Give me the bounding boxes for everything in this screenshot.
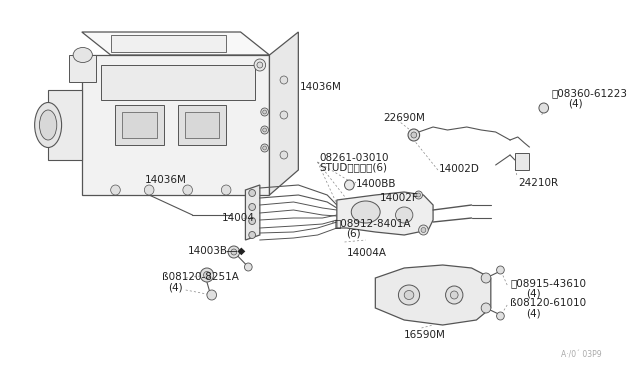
Ellipse shape	[249, 203, 255, 211]
Text: 14004: 14004	[221, 213, 254, 223]
Ellipse shape	[419, 225, 428, 235]
Text: A·/0´ 03P9: A·/0´ 03P9	[561, 351, 602, 360]
Text: (4): (4)	[527, 288, 541, 298]
Ellipse shape	[200, 268, 214, 282]
Text: 14002D: 14002D	[439, 164, 480, 174]
Text: STUDスタッド(6): STUDスタッド(6)	[319, 162, 387, 172]
Ellipse shape	[40, 110, 57, 140]
Ellipse shape	[415, 191, 422, 199]
Polygon shape	[115, 105, 164, 145]
Ellipse shape	[445, 286, 463, 304]
Polygon shape	[101, 65, 255, 100]
Text: Ⓥ08915-43610: Ⓥ08915-43610	[510, 278, 586, 288]
Ellipse shape	[280, 151, 288, 159]
Text: 08261-03010: 08261-03010	[319, 153, 389, 163]
Text: 22690M: 22690M	[383, 113, 425, 123]
Polygon shape	[269, 32, 298, 195]
Polygon shape	[245, 185, 260, 240]
Ellipse shape	[344, 180, 354, 190]
Text: 1400BB: 1400BB	[356, 179, 397, 189]
Polygon shape	[178, 105, 226, 145]
Ellipse shape	[399, 285, 420, 305]
Ellipse shape	[249, 231, 255, 238]
Ellipse shape	[497, 312, 504, 320]
Text: 16590M: 16590M	[404, 330, 446, 340]
Ellipse shape	[263, 110, 267, 114]
Ellipse shape	[411, 132, 417, 138]
Text: (6): (6)	[346, 228, 361, 238]
Text: ⓝ08912-8401A: ⓝ08912-8401A	[335, 218, 412, 228]
Ellipse shape	[231, 249, 237, 255]
Polygon shape	[122, 112, 157, 138]
Ellipse shape	[396, 207, 413, 223]
Ellipse shape	[261, 144, 269, 152]
Ellipse shape	[421, 228, 426, 232]
Ellipse shape	[408, 129, 420, 141]
Ellipse shape	[351, 201, 380, 223]
Ellipse shape	[539, 103, 548, 113]
Ellipse shape	[261, 108, 269, 116]
Ellipse shape	[35, 103, 61, 148]
Text: ß08120-8251A: ß08120-8251A	[162, 272, 239, 282]
Text: 14036M: 14036M	[145, 175, 186, 185]
Ellipse shape	[183, 185, 193, 195]
Polygon shape	[515, 153, 529, 170]
Text: 24210R: 24210R	[518, 178, 558, 188]
Polygon shape	[185, 112, 220, 138]
Ellipse shape	[497, 266, 504, 274]
Text: 14004A: 14004A	[346, 248, 387, 258]
Polygon shape	[82, 32, 269, 55]
Text: 14036M: 14036M	[300, 82, 342, 92]
Ellipse shape	[73, 48, 92, 62]
Polygon shape	[337, 192, 433, 235]
Ellipse shape	[249, 189, 255, 196]
Ellipse shape	[204, 272, 211, 279]
Polygon shape	[48, 90, 82, 160]
Text: ß08120-61010: ß08120-61010	[510, 298, 586, 308]
Ellipse shape	[263, 128, 267, 132]
Text: 14002F: 14002F	[380, 193, 419, 203]
Text: (4): (4)	[568, 98, 582, 108]
Ellipse shape	[111, 185, 120, 195]
Ellipse shape	[481, 303, 491, 313]
Polygon shape	[375, 265, 491, 325]
Polygon shape	[69, 55, 96, 82]
Ellipse shape	[221, 185, 231, 195]
Ellipse shape	[249, 218, 255, 224]
Ellipse shape	[228, 246, 239, 258]
Ellipse shape	[481, 273, 491, 283]
Text: (4): (4)	[527, 308, 541, 318]
Ellipse shape	[207, 290, 216, 300]
Ellipse shape	[417, 193, 420, 197]
Ellipse shape	[254, 59, 266, 71]
Ellipse shape	[280, 111, 288, 119]
Polygon shape	[111, 35, 226, 52]
Ellipse shape	[263, 146, 267, 150]
Ellipse shape	[257, 62, 263, 68]
Text: (4): (4)	[168, 282, 183, 292]
Ellipse shape	[280, 76, 288, 84]
Text: Ⓝ08360-61223: Ⓝ08360-61223	[552, 88, 627, 98]
Ellipse shape	[261, 126, 269, 134]
Text: 14003B―◆: 14003B―◆	[188, 246, 246, 256]
Ellipse shape	[244, 263, 252, 271]
Polygon shape	[82, 55, 269, 195]
Ellipse shape	[451, 291, 458, 299]
Ellipse shape	[145, 185, 154, 195]
Ellipse shape	[404, 291, 414, 299]
